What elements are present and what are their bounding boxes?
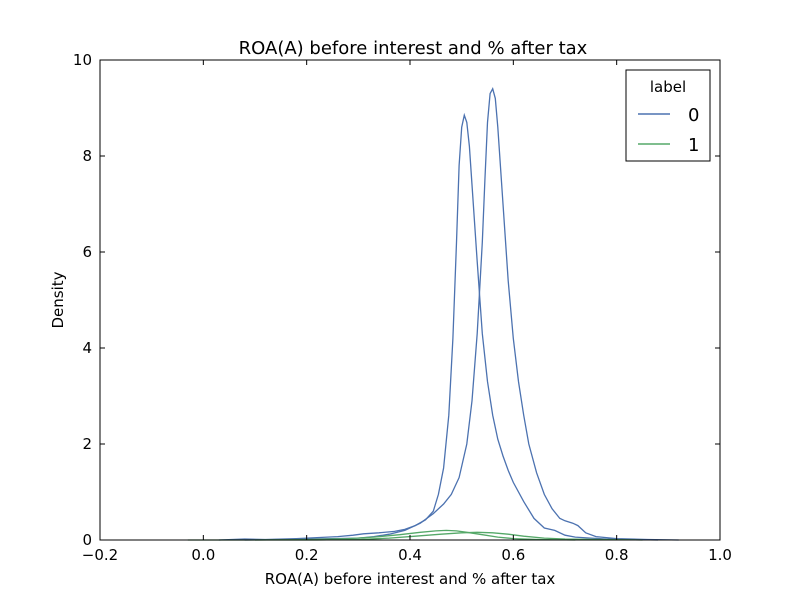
y-tick-label: 6	[82, 243, 92, 261]
series-line-1-3	[255, 531, 643, 541]
y-axis-label: Density	[49, 271, 67, 328]
x-tick-label: 0.6	[501, 546, 525, 564]
series-line-0-0	[218, 112, 659, 541]
x-tick-label: 0.0	[191, 546, 215, 564]
y-tick-label: 0	[82, 531, 92, 549]
legend-label-1: 1	[688, 135, 699, 156]
legend: label 0 1	[625, 69, 711, 162]
x-tick-label: 0.8	[605, 546, 629, 564]
x-tick-label: 0.4	[398, 546, 422, 564]
y-tick-label: 8	[82, 147, 92, 165]
series-line-1-2	[187, 529, 576, 541]
plot-lines	[187, 87, 679, 541]
y-tick-label: 2	[82, 435, 92, 453]
x-tick-label: 0.2	[295, 546, 319, 564]
series-line-0-1	[244, 87, 679, 541]
y-tick-label: 10	[73, 51, 92, 69]
x-axis: −0.2 0.0 0.2 0.4 0.6 0.8 1.0	[82, 60, 732, 564]
legend-frame	[625, 69, 711, 162]
x-axis-label: ROA(A) before interest and % after tax	[265, 570, 556, 588]
x-tick-label: 1.0	[708, 546, 732, 564]
x-tick-label: −0.2	[82, 546, 118, 564]
chart-title: ROA(A) before interest and % after tax	[239, 38, 588, 59]
y-tick-label: 4	[82, 339, 92, 357]
legend-label-0: 0	[688, 105, 699, 126]
legend-title: label	[650, 78, 686, 96]
